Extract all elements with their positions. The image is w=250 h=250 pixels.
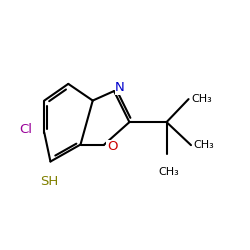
Text: CH₃: CH₃: [191, 94, 212, 104]
Text: CH₃: CH₃: [158, 168, 179, 177]
Text: O: O: [107, 140, 117, 153]
Text: CH₃: CH₃: [194, 140, 214, 150]
Text: SH: SH: [40, 174, 58, 188]
Text: Cl: Cl: [20, 124, 32, 136]
Text: N: N: [115, 81, 125, 94]
